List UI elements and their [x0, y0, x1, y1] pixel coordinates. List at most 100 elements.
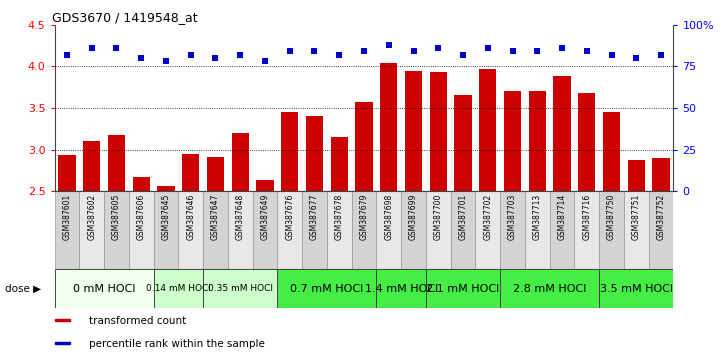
Bar [599, 269, 673, 308]
Bar [500, 191, 525, 269]
Bar [603, 112, 620, 191]
Text: 2.1 mM HOCl: 2.1 mM HOCl [427, 284, 499, 293]
Point [135, 55, 147, 61]
Bar [380, 63, 397, 191]
Bar [203, 191, 228, 269]
Point [383, 42, 395, 47]
Text: GSM387601: GSM387601 [63, 194, 71, 240]
Bar [550, 191, 574, 269]
Bar [327, 191, 352, 269]
Point [581, 48, 593, 54]
Bar [154, 191, 178, 269]
Text: GSM387698: GSM387698 [384, 194, 393, 240]
Text: GDS3670 / 1419548_at: GDS3670 / 1419548_at [52, 11, 197, 24]
Text: GSM387716: GSM387716 [582, 194, 591, 240]
Text: GSM387699: GSM387699 [409, 194, 418, 240]
Bar [154, 269, 203, 308]
Point [358, 48, 370, 54]
Bar [108, 136, 125, 191]
Bar [277, 269, 376, 308]
Bar [479, 69, 496, 191]
Point [234, 52, 246, 58]
Bar [104, 191, 129, 269]
Bar [302, 191, 327, 269]
Bar [281, 112, 298, 191]
Bar [574, 191, 599, 269]
Bar [178, 191, 203, 269]
Point [160, 58, 172, 64]
Text: GSM387752: GSM387752 [657, 194, 665, 240]
Bar [401, 191, 426, 269]
Bar [55, 342, 70, 344]
Bar [405, 72, 422, 191]
Point [507, 48, 518, 54]
Text: GSM387606: GSM387606 [137, 194, 146, 240]
Text: GSM387701: GSM387701 [459, 194, 467, 240]
Text: GSM387645: GSM387645 [162, 194, 170, 240]
Bar [129, 191, 154, 269]
Point [111, 45, 122, 51]
Text: GSM387605: GSM387605 [112, 194, 121, 240]
Bar [376, 191, 401, 269]
Point [61, 52, 73, 58]
Point [284, 48, 296, 54]
Bar [426, 191, 451, 269]
Text: dose ▶: dose ▶ [5, 284, 41, 293]
Point [655, 52, 667, 58]
Text: 0.14 mM HOCl: 0.14 mM HOCl [146, 284, 211, 293]
Text: GSM387702: GSM387702 [483, 194, 492, 240]
Point [556, 45, 568, 51]
Text: 1.4 mM HOCl: 1.4 mM HOCl [365, 284, 438, 293]
Bar [500, 269, 599, 308]
Bar [504, 91, 521, 191]
Text: GSM387676: GSM387676 [285, 194, 294, 240]
Bar [277, 191, 302, 269]
Bar [599, 191, 624, 269]
Text: GSM387648: GSM387648 [236, 194, 245, 240]
Point [531, 48, 543, 54]
Text: 0 mM HOCl: 0 mM HOCl [73, 284, 135, 293]
Bar [652, 158, 670, 191]
Point [630, 55, 642, 61]
Bar [649, 191, 673, 269]
Bar [232, 133, 249, 191]
Point [432, 45, 444, 51]
Bar [157, 186, 175, 191]
Bar [55, 269, 154, 308]
Text: GSM387713: GSM387713 [533, 194, 542, 240]
Bar [256, 180, 274, 191]
Bar [553, 76, 571, 191]
Bar [628, 160, 645, 191]
Text: transformed count: transformed count [89, 316, 186, 326]
Point [333, 52, 345, 58]
Text: GSM387751: GSM387751 [632, 194, 641, 240]
Bar [578, 93, 596, 191]
Text: GSM387679: GSM387679 [360, 194, 368, 240]
Bar [132, 177, 150, 191]
Bar [426, 269, 500, 308]
Point [185, 52, 197, 58]
Bar [79, 191, 104, 269]
Point [86, 45, 98, 51]
Bar [624, 191, 649, 269]
Bar [454, 96, 472, 191]
Bar [253, 191, 277, 269]
Point [457, 52, 469, 58]
Text: GSM387700: GSM387700 [434, 194, 443, 240]
Point [210, 55, 221, 61]
Text: GSM387714: GSM387714 [558, 194, 566, 240]
Bar [451, 191, 475, 269]
Text: 2.8 mM HOCl: 2.8 mM HOCl [513, 284, 586, 293]
Bar [203, 269, 277, 308]
Text: GSM387646: GSM387646 [186, 194, 195, 240]
Text: percentile rank within the sample: percentile rank within the sample [89, 339, 264, 349]
Text: GSM387647: GSM387647 [211, 194, 220, 240]
Point [482, 45, 494, 51]
Bar [182, 154, 199, 191]
Bar [228, 191, 253, 269]
Point [606, 52, 617, 58]
Bar [55, 191, 79, 269]
Bar [352, 191, 376, 269]
Bar [331, 137, 348, 191]
Point [259, 58, 271, 64]
